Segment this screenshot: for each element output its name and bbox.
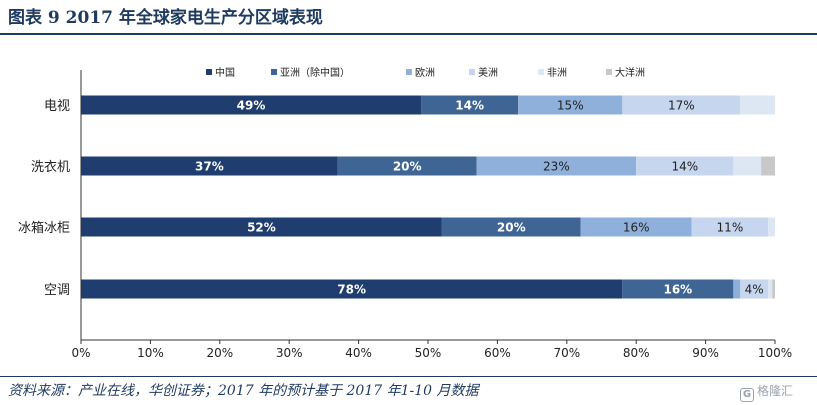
bar-segment <box>421 95 519 115</box>
legend-label: 大洋洲 <box>615 66 645 79</box>
x-tick-label: 60% <box>484 346 511 360</box>
bar-segment <box>636 156 734 176</box>
category-label: 洗衣机 <box>31 159 70 175</box>
page-title: 图表 9 2017 年全球家电生产分区域表现 <box>8 8 323 28</box>
x-tick-label: 70% <box>553 346 580 360</box>
x-tick-label: 20% <box>206 346 233 360</box>
bar-segment <box>622 95 741 115</box>
bar-segment <box>622 279 734 299</box>
data-label: 14% <box>455 99 484 113</box>
bar-segment <box>772 279 775 299</box>
x-tick-label: 30% <box>276 346 303 360</box>
bar-segment <box>337 156 477 176</box>
legend-swatch <box>469 69 475 75</box>
x-tick-label: 50% <box>415 346 442 360</box>
data-label: 20% <box>497 221 526 235</box>
legend-swatch <box>406 69 412 75</box>
category-label: 电视 <box>44 99 70 114</box>
data-label: 16% <box>663 283 692 297</box>
bar-segment <box>691 217 769 237</box>
legend-swatch <box>606 69 612 75</box>
bar-segment <box>768 217 775 237</box>
bar-segment <box>733 279 741 299</box>
bar-segment <box>81 279 623 299</box>
legend-swatch <box>538 69 544 75</box>
bar-segment <box>740 95 775 115</box>
data-label: 20% <box>393 160 422 174</box>
bar-segment <box>476 156 637 176</box>
legend-label: 非洲 <box>547 67 567 79</box>
data-label: 52% <box>247 221 276 235</box>
bar-segment <box>761 156 775 176</box>
bar-segment <box>81 95 422 115</box>
x-axis-ticks: 0% 10% 20% 30% 40% 50% 60% 70% 80% 90% 100% <box>71 340 792 360</box>
bar-segment <box>768 279 773 299</box>
x-tick-label: 10% <box>137 346 164 360</box>
data-label: 37% <box>195 160 224 174</box>
source-note: 资料来源：产业在线，华创证券；2017 年的预计基于 2017 年1-10 月数… <box>8 383 479 399</box>
data-label: 14% <box>671 160 698 174</box>
data-label: 16% <box>623 221 650 235</box>
bar-segment <box>441 217 581 237</box>
bar-segment <box>81 156 338 176</box>
x-tick-label: 100% <box>758 346 792 360</box>
legend-swatch <box>206 69 212 75</box>
data-label: 15% <box>557 99 584 113</box>
chart-legend: 中国 亚洲（除中国） 欧洲 美洲 非洲 大洋洲 <box>206 66 645 79</box>
watermark-logo-icon: G <box>740 388 754 402</box>
data-label: 78% <box>337 283 366 297</box>
x-tick-label: 80% <box>623 346 650 360</box>
legend-label: 欧洲 <box>415 67 435 79</box>
data-label: 23% <box>543 160 570 174</box>
x-tick-label: 90% <box>692 346 719 360</box>
category-label: 冰箱冰柜 <box>18 220 70 236</box>
bar-segment <box>580 217 692 237</box>
legend-swatch <box>271 69 277 75</box>
data-label: 11% <box>717 221 744 235</box>
bar-segment <box>518 95 623 115</box>
footer-divider <box>0 376 817 377</box>
data-label: 4% <box>745 283 764 297</box>
legend-label: 美洲 <box>478 66 498 79</box>
data-label: 49% <box>237 99 266 113</box>
bar-segment <box>81 217 442 237</box>
legend-label: 中国 <box>215 66 235 79</box>
bar-group: 49% 14% 15% 17% 37% 20% 23% 14% 52% 20% 16% 11% 78% 1… <box>81 95 775 299</box>
bar-segment <box>740 279 769 299</box>
watermark-text: 格隆汇 <box>757 384 794 398</box>
title-divider <box>0 33 817 35</box>
category-label: 空调 <box>44 283 70 298</box>
data-label: 17% <box>668 99 695 113</box>
x-tick-label: 40% <box>345 346 372 360</box>
legend-label: 亚洲（除中国） <box>280 66 350 79</box>
bar-segment <box>733 156 762 176</box>
x-tick-label: 0% <box>71 346 90 360</box>
watermark: G 格隆汇 <box>740 380 793 402</box>
